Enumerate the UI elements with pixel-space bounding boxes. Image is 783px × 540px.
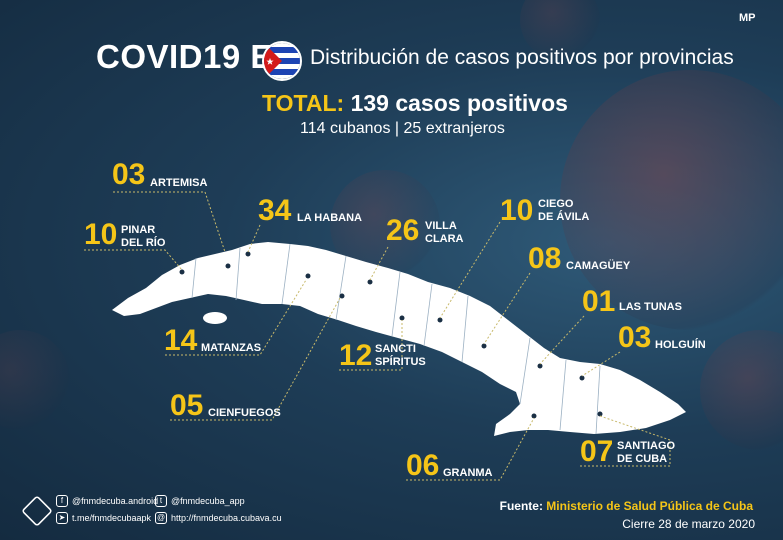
count-santiago: 07 <box>580 435 614 468</box>
globe-icon: @ <box>155 512 167 524</box>
subtitle: Distribución de casos positivos por prov… <box>310 46 734 69</box>
source-label: Fuente: <box>499 499 543 513</box>
name-granma: GRANMA <box>443 467 493 479</box>
total-value: 139 casos positivos <box>350 90 568 116</box>
count-holguin: 03 <box>618 321 652 354</box>
name-habana: LA HABANA <box>297 212 362 224</box>
name-holguin: HOLGUÍN <box>655 339 706 351</box>
province-dots <box>179 251 603 419</box>
telegram-link[interactable]: t.me/fnmdecubaapk <box>72 513 152 523</box>
name-pinar: PINAR DEL RÍO <box>121 224 166 249</box>
count-matanzas: 14 <box>164 324 198 357</box>
name-artemisa: ARTEMISA <box>150 177 208 189</box>
count-pinar: 10 <box>84 218 118 251</box>
dot-holguin <box>579 375 585 381</box>
name-cienfuegos: CIENFUEGOS <box>208 407 281 419</box>
count-villaclara: 26 <box>386 214 420 247</box>
count-artemisa: 03 <box>112 158 146 191</box>
source: Fuente: Ministerio de Salud Pública de C… <box>500 499 753 513</box>
name-lastunas: LAS TUNAS <box>619 301 682 313</box>
dot-camaguey <box>481 343 487 349</box>
cuba-island <box>112 242 686 436</box>
dot-villaclara <box>367 279 373 285</box>
province-borders <box>191 243 601 435</box>
name-matanzas: MATANZAS <box>201 342 262 354</box>
telegram-icon: ➤ <box>56 512 68 524</box>
dot-granma <box>531 413 537 419</box>
name-santiago: SANTIAGO DE CUBA <box>617 440 676 465</box>
isla-juventud <box>203 312 227 324</box>
count-camaguey: 08 <box>528 242 562 275</box>
cases-breakdown: 114 cubanos | 25 extranjeros <box>300 120 505 137</box>
facebook-icon: f <box>56 495 68 507</box>
name-villaclara: VILLA CLARA <box>425 220 464 245</box>
dot-matanzas <box>305 273 311 279</box>
count-habana: 34 <box>258 194 292 227</box>
count-lastunas: 01 <box>582 285 616 318</box>
web-link[interactable]: http://fnmdecuba.cubava.cu <box>171 513 282 523</box>
twitter-link[interactable]: @fnmdecuba_app <box>171 496 245 506</box>
dot-habana <box>245 251 251 257</box>
dot-sancti <box>399 315 405 321</box>
dot-ciego <box>437 317 443 323</box>
twitter-icon: t <box>155 495 167 507</box>
total-cases: TOTAL: 139 casos positivos <box>262 90 568 117</box>
leader-lines <box>84 191 671 481</box>
dot-santiago <box>597 411 603 417</box>
count-granma: 06 <box>406 449 440 482</box>
mp-logo: MP <box>739 12 756 24</box>
virus-decoration <box>560 70 783 330</box>
source-value: Ministerio de Salud Pública de Cuba <box>546 499 753 513</box>
cuba-flag-icon <box>262 41 302 81</box>
name-camaguey: CAMAGÜEY <box>566 260 631 272</box>
dot-pinar <box>179 269 185 275</box>
count-cienfuegos: 05 <box>170 389 204 422</box>
dot-artemisa <box>225 263 231 269</box>
closing-date: Cierre 28 de marzo 2020 <box>622 517 755 531</box>
count-sancti: 12 <box>339 339 373 372</box>
dot-lastunas <box>537 363 543 369</box>
total-label: TOTAL: <box>262 90 345 116</box>
dot-cienfuegos <box>339 293 345 299</box>
name-sancti: SANCTI SPÍRITUS <box>375 343 426 368</box>
facebook-link[interactable]: @fnmdecuba.android <box>72 496 159 506</box>
name-ciego: CIEGO DE ÁVILA <box>538 198 590 223</box>
count-ciego: 10 <box>500 194 534 227</box>
